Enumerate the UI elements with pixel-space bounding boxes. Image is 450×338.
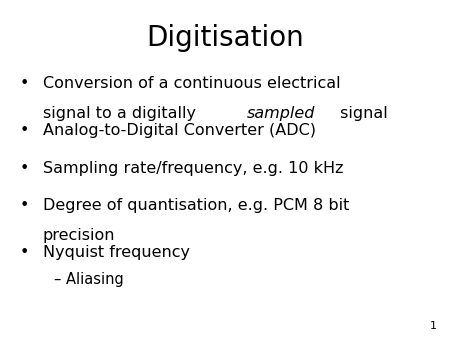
Text: Nyquist frequency: Nyquist frequency [43,245,190,260]
Text: •: • [20,76,29,91]
Text: •: • [20,123,29,138]
Text: •: • [20,161,29,175]
Text: 1: 1 [429,321,436,331]
Text: Digitisation: Digitisation [146,24,304,52]
Text: signal to a digitally: signal to a digitally [43,106,201,121]
Text: sampled: sampled [247,106,315,121]
Text: •: • [20,245,29,260]
Text: – Aliasing: – Aliasing [54,272,124,287]
Text: Analog-to-Digital Converter (ADC): Analog-to-Digital Converter (ADC) [43,123,316,138]
Text: signal: signal [335,106,388,121]
Text: Degree of quantisation, e.g. PCM 8 bit: Degree of quantisation, e.g. PCM 8 bit [43,198,349,213]
Text: Conversion of a continuous electrical: Conversion of a continuous electrical [43,76,340,91]
Text: •: • [20,198,29,213]
Text: Sampling rate/frequency, e.g. 10 kHz: Sampling rate/frequency, e.g. 10 kHz [43,161,343,175]
Text: precision: precision [43,228,115,243]
